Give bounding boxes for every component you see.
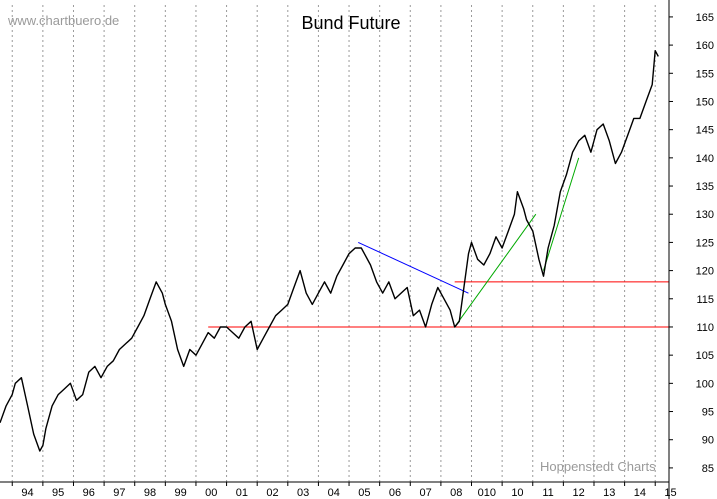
series-layer: [0, 50, 659, 452]
x-tick-layer: 94 95 96 97 98 99 00 01 02 03 04 05 06 07 08 010 10 11 12 1…: [11, 482, 677, 499]
y-tick-label: 155: [696, 68, 714, 80]
x-tick-label: 13: [603, 487, 615, 499]
y-tick-label: 95: [702, 407, 714, 419]
x-tick-label: 14: [634, 487, 646, 499]
trend-line: [454, 213, 537, 328]
x-tick-label: 12: [573, 487, 585, 499]
x-tick-label: 15: [664, 487, 676, 499]
y-tick-label: 150: [696, 96, 714, 108]
footer-credit: Hoppenstedt Charts: [540, 459, 656, 474]
x-tick-label: 00: [205, 487, 217, 499]
x-tick-label: 97: [113, 487, 125, 499]
x-tick-label: 98: [144, 487, 156, 499]
x-tick-label: 03: [297, 487, 309, 499]
x-tick-label: 04: [328, 487, 340, 499]
x-tick-label: 10: [511, 487, 523, 499]
x-tick-label: 05: [358, 487, 370, 499]
y-tick-label: 140: [696, 153, 714, 165]
x-tick-label: 95: [52, 487, 64, 499]
x-tick-label: 010: [478, 487, 496, 499]
y-tick-label: 145: [696, 125, 714, 137]
y-tick-label: 115: [696, 294, 714, 306]
x-tick-label: 08: [450, 487, 462, 499]
y-tick-label: 125: [696, 237, 714, 249]
y-tick-label: 85: [702, 463, 714, 475]
y-tick-label: 135: [696, 181, 714, 193]
y-tick-layer: 85 90 95 100 105 110 115 120 125 130 135 140 145 150 1…: [669, 12, 714, 475]
x-tick-label: 02: [266, 487, 278, 499]
x-tick-label: 01: [236, 487, 248, 499]
watermark-text: www.chartbuero.de: [7, 13, 119, 28]
y-tick-label: 90: [702, 435, 714, 447]
price-series-line: [0, 50, 659, 452]
trend-line: [542, 157, 580, 271]
y-tick-label: 105: [696, 350, 714, 362]
x-tick-label: 11: [542, 487, 553, 499]
x-tick-label: 99: [175, 487, 187, 499]
trend-line: [358, 241, 469, 294]
y-tick-label: 120: [696, 266, 714, 278]
y-tick-label: 100: [696, 378, 714, 390]
y-tick-label: 160: [696, 40, 714, 52]
y-tick-label: 110: [696, 322, 714, 334]
y-tick-label: 165: [696, 12, 714, 24]
trendline-layer: [208, 157, 669, 328]
x-tick-label: 07: [419, 487, 431, 499]
x-tick-label: 06: [389, 487, 401, 499]
x-tick-label: 96: [83, 487, 95, 499]
y-tick-label: 130: [696, 209, 714, 221]
x-tick-label: 94: [21, 487, 33, 499]
chart-title: Bund Future: [301, 13, 400, 33]
